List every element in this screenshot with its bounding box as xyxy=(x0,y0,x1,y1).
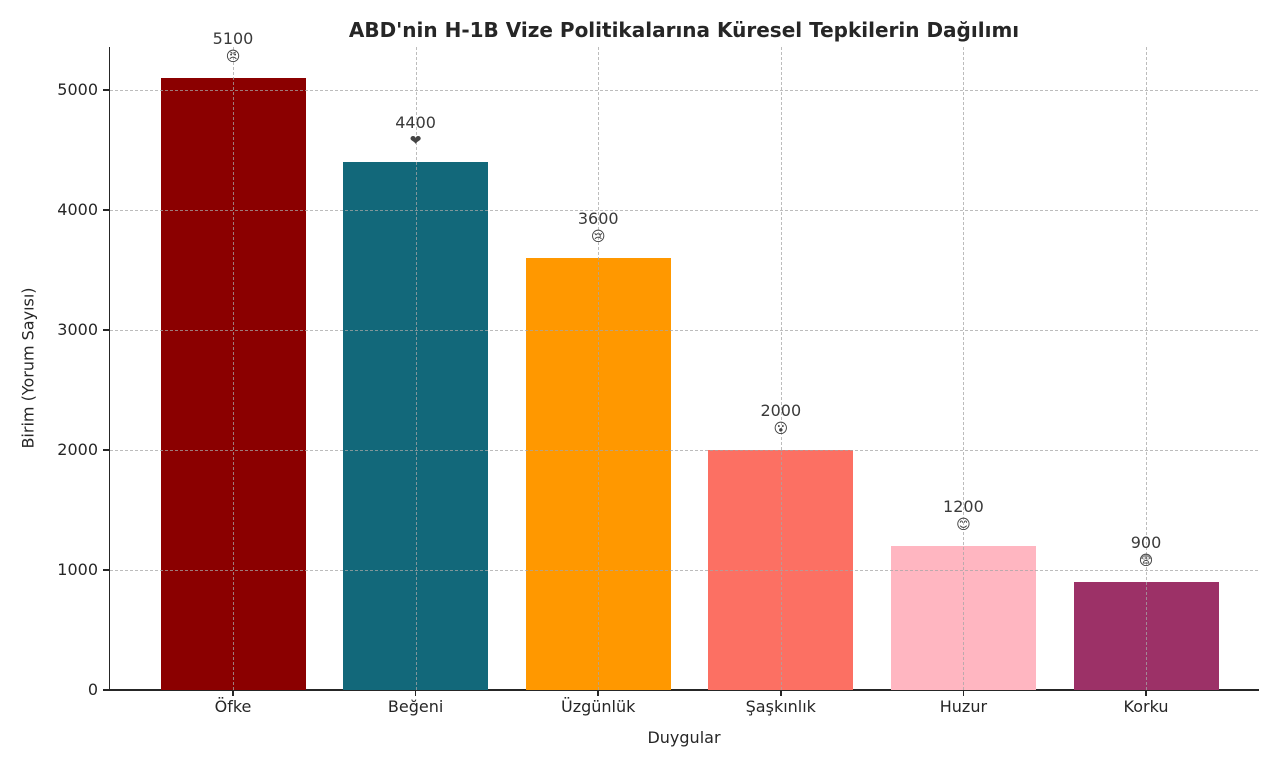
y-tick-label: 4000 xyxy=(57,200,98,220)
gridline-vertical xyxy=(598,47,600,690)
bar-value-label: 5100 xyxy=(212,29,254,49)
x-tick-mark xyxy=(232,690,234,696)
x-tick-label: Beğeni xyxy=(387,697,444,716)
gridline-vertical xyxy=(780,47,782,690)
y-tick-mark xyxy=(103,209,109,211)
x-tick-label: Üzgünlük xyxy=(560,697,636,716)
gridline-horizontal xyxy=(110,210,1258,212)
x-tick-mark xyxy=(597,690,599,696)
y-tick-mark xyxy=(103,89,109,91)
x-tick-label: Korku xyxy=(1123,697,1169,716)
y-tick-label: 2000 xyxy=(57,440,98,460)
x-axis-spine xyxy=(108,689,1259,691)
x-tick-mark xyxy=(1145,690,1147,696)
y-tick-mark xyxy=(103,689,109,691)
y-tick-label: 1000 xyxy=(57,560,98,580)
bar-emoji-marker: 😮 xyxy=(773,421,789,438)
bar-value-label: 900 xyxy=(1130,533,1162,553)
bar-value-label: 3600 xyxy=(577,209,619,229)
x-tick-label: Huzur xyxy=(939,697,988,716)
y-tick-label: 3000 xyxy=(57,320,98,340)
gridline-vertical xyxy=(1146,47,1147,690)
bar-emoji-marker: 😢 xyxy=(590,229,606,246)
bar-value-label: 1200 xyxy=(943,497,984,517)
x-tick-label: Şaşkınlık xyxy=(745,697,816,716)
y-axis-spine xyxy=(108,47,110,691)
x-axis-label: Duygular xyxy=(647,728,721,747)
y-tick-mark xyxy=(103,569,109,571)
bar-value-label: 4400 xyxy=(395,113,436,133)
bar-emoji-marker: ❤ xyxy=(409,133,422,150)
x-tick-label: Öfke xyxy=(214,697,252,716)
gridline-horizontal xyxy=(110,570,1258,572)
gridline-vertical xyxy=(415,47,417,690)
y-tick-mark xyxy=(103,329,109,331)
y-tick-label: 0 xyxy=(87,680,98,699)
bar-emoji-marker: 😨 xyxy=(1138,553,1154,570)
gridline-horizontal xyxy=(110,330,1258,332)
gridline-horizontal xyxy=(110,450,1258,452)
x-tick-mark xyxy=(780,690,782,696)
x-tick-mark xyxy=(962,690,965,696)
bar-value-label: 2000 xyxy=(760,401,802,421)
y-tick-mark xyxy=(103,449,109,451)
gridline-horizontal xyxy=(110,90,1258,92)
chart-title: ABD'nin H-1B Vize Politikalarına Küresel… xyxy=(348,18,1020,42)
bar-emoji-marker: 😊 xyxy=(956,517,971,534)
gridline-vertical xyxy=(963,47,965,690)
bar-emoji-marker: 😠 xyxy=(225,49,241,66)
gridline-vertical xyxy=(233,47,234,690)
y-tick-label: 5000 xyxy=(57,80,98,100)
x-tick-mark xyxy=(414,690,417,696)
